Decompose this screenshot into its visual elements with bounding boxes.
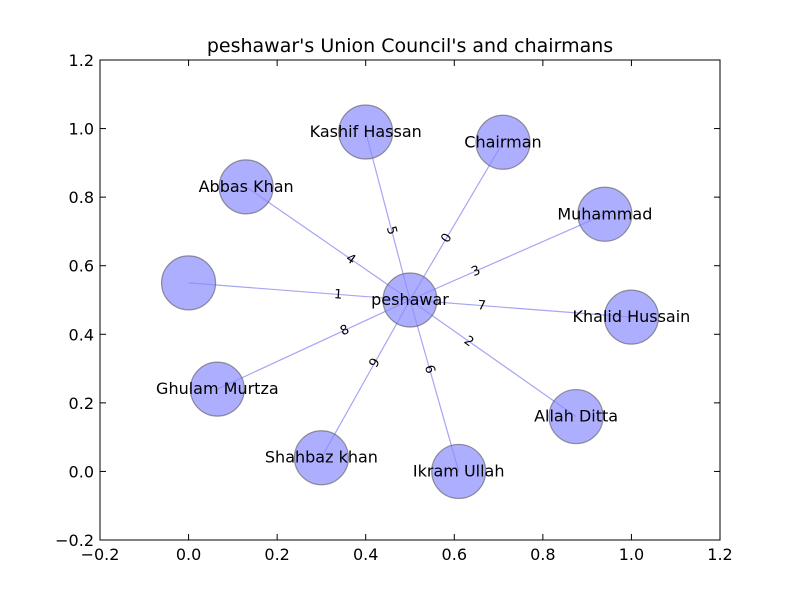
node-label-3: Muhammad bbox=[557, 204, 652, 223]
edge-2 bbox=[409, 299, 577, 418]
node-8 bbox=[189, 361, 245, 417]
x-tick-label-3: 0.4 bbox=[353, 545, 378, 564]
edge-label-7: 7 bbox=[477, 298, 486, 314]
edge-7 bbox=[409, 299, 632, 318]
y-tick-label-6: 1.0 bbox=[69, 120, 94, 139]
node-label-layer: Chairman Allah Ditta Muhammad Abbas Khan Kas… bbox=[156, 122, 690, 480]
edge-label-0: 0 bbox=[438, 231, 455, 246]
node-label-9: Shahbaz khan bbox=[265, 448, 378, 467]
edge-label-2: 2 bbox=[461, 333, 476, 350]
edge-label-8: 8 bbox=[338, 322, 352, 339]
edge-label-6: 6 bbox=[421, 363, 438, 375]
x-tick-label-4: 0.6 bbox=[442, 545, 467, 564]
edge-3 bbox=[409, 213, 606, 301]
x-tick-label-6: 1.0 bbox=[619, 545, 644, 564]
x-tick-label-1: 0.0 bbox=[176, 545, 201, 564]
edge-8 bbox=[217, 299, 411, 390]
edge-label-1: 1 bbox=[333, 287, 342, 303]
x-tick-label-5: 0.8 bbox=[530, 545, 555, 564]
y-tick-label-5: 0.8 bbox=[69, 188, 94, 207]
edge-5 bbox=[365, 131, 411, 301]
edge-label-4: 4 bbox=[343, 251, 358, 268]
y-tick-label-7: 1.2 bbox=[69, 51, 94, 70]
y-tick-label-1: 0.0 bbox=[69, 462, 94, 481]
x-tick-label-2: 0.2 bbox=[264, 545, 289, 564]
node-label-4: Abbas Khan bbox=[199, 177, 294, 196]
edge-label-9: 9 bbox=[367, 356, 384, 371]
chart-title: peshawar's Union Council's and chairmans bbox=[207, 35, 613, 57]
node-layer bbox=[160, 104, 660, 500]
node-label-8: Ghulam Murtza bbox=[156, 379, 279, 398]
node-label-7: Khalid Hussain bbox=[573, 307, 691, 326]
node-5 bbox=[338, 104, 394, 160]
hub-node bbox=[382, 272, 438, 328]
edge-6 bbox=[409, 299, 460, 472]
edge-label-5: 5 bbox=[383, 225, 400, 237]
y-axis: −0.2 0.0 0.2 0.4 0.6 0.8 1.0 1.2 bbox=[55, 51, 720, 550]
node-label-0: Chairman bbox=[464, 132, 541, 151]
node-label-2: Allah Ditta bbox=[534, 407, 618, 426]
y-tick-label-2: 0.2 bbox=[69, 394, 94, 413]
node-label-5: Kashif Hassan bbox=[310, 122, 422, 141]
node-9 bbox=[293, 430, 350, 486]
plot-frame bbox=[99, 59, 721, 541]
edge-9 bbox=[320, 299, 411, 459]
x-tick-label-7: 1.2 bbox=[707, 545, 732, 564]
node-7 bbox=[603, 289, 660, 345]
edge-label-3: 3 bbox=[469, 263, 483, 280]
node-2 bbox=[548, 388, 604, 445]
y-tick-label-4: 0.6 bbox=[69, 257, 94, 276]
node-3 bbox=[577, 186, 633, 242]
node-4 bbox=[218, 159, 274, 215]
node-label-6: Ikram Ullah bbox=[413, 461, 505, 480]
edge-0 bbox=[409, 141, 504, 301]
edge-1 bbox=[188, 282, 411, 301]
y-tick-label-0: −0.2 bbox=[55, 531, 94, 550]
y-tick-label-3: 0.4 bbox=[69, 325, 94, 344]
x-tick-label-0: −0.2 bbox=[81, 545, 120, 564]
node-1 bbox=[160, 255, 217, 311]
hub-label: peshawar bbox=[371, 290, 449, 309]
x-axis: −0.2 0.0 0.2 0.4 0.6 0.8 1.0 1.2 bbox=[81, 60, 733, 564]
edge-layer bbox=[188, 131, 632, 472]
node-6 bbox=[431, 443, 487, 500]
edge-4 bbox=[245, 186, 411, 301]
node-0 bbox=[475, 114, 531, 170]
